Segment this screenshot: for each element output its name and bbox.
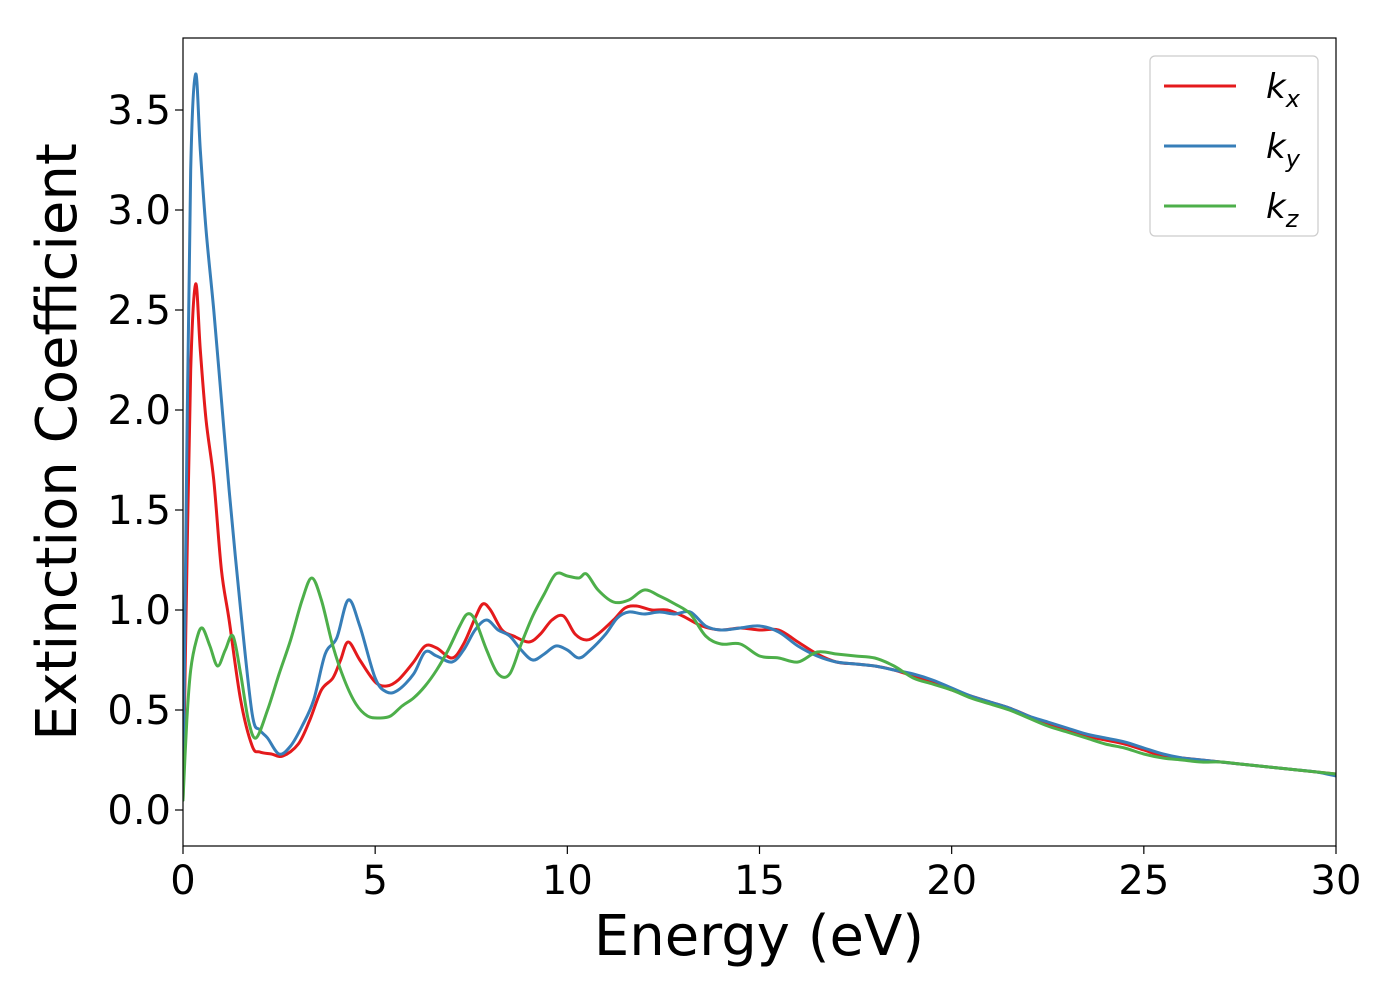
legend-label-y: ky (1266, 127, 1301, 173)
y-tick-label: 0.0 (107, 788, 171, 834)
series-line-x (183, 282, 1336, 802)
x-tick-label: 15 (734, 858, 785, 904)
x-axis-title: Energy (eV) (594, 904, 924, 969)
y-axis-title: Extinction Coefficient (25, 143, 90, 741)
y-tick-label: 1.0 (107, 588, 171, 634)
series-layer (183, 72, 1336, 802)
x-tick-label: 20 (926, 858, 977, 904)
y-tick-label: 2.5 (107, 288, 171, 334)
x-tick-label: 10 (542, 858, 593, 904)
legend-label-x: kx (1266, 67, 1301, 113)
y-tick-label: 0.5 (107, 688, 171, 734)
x-tick-label: 0 (170, 858, 195, 904)
series-line-z (183, 571, 1336, 802)
y-tick-label: 1.5 (107, 488, 171, 534)
y-tick-label: 3.0 (107, 188, 171, 234)
x-tick-label: 30 (1311, 858, 1362, 904)
x-tick-label: 5 (362, 858, 387, 904)
legend-label-z: kz (1266, 187, 1300, 233)
axes-layer: 0 5 10 15 20 25 30 0.0 0.5 1.0 1.5 2.0 2.5 3.0 3.5 (107, 37, 1362, 904)
y-tick-label: 3.5 (107, 88, 171, 134)
series-line-y (183, 72, 1336, 802)
x-tick-label: 25 (1118, 858, 1169, 904)
y-tick-label: 2.0 (107, 388, 171, 434)
legend: kx ky kz (1149, 55, 1319, 237)
